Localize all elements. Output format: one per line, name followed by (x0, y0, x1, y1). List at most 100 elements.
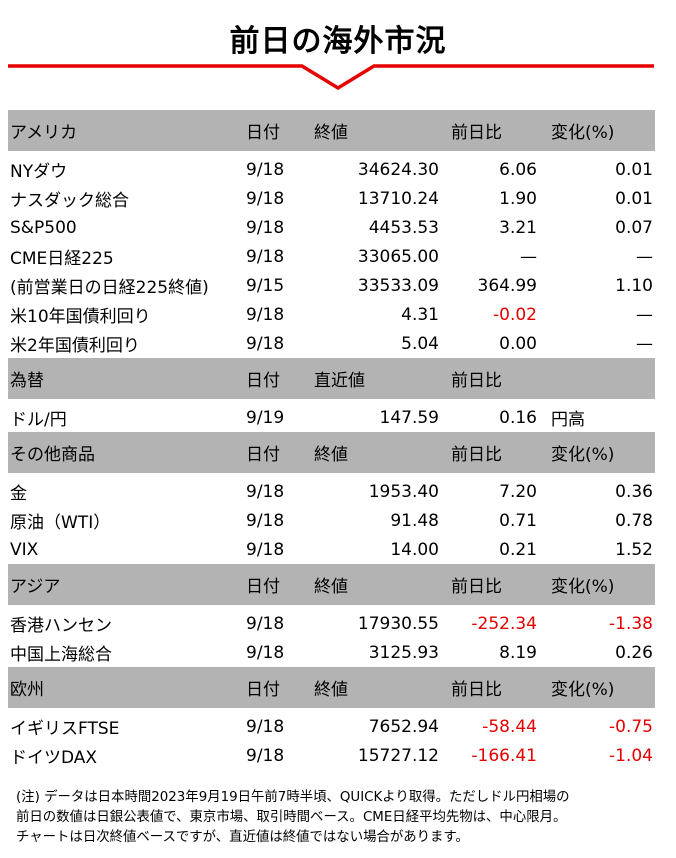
footnote: (注) データは日本時間2023年9月19日午前7時半頃、QUICKより取得。た… (16, 788, 666, 848)
cell-date: 9/19 (246, 407, 285, 428)
section-header: その他商品 日付 終値 前日比 変化(%) (8, 432, 655, 473)
cell-label: S&P500 (10, 217, 77, 238)
header-value: 終値 (308, 667, 447, 708)
cell-value: 5.04 (401, 333, 439, 354)
cell-change: 0.00 (499, 333, 537, 354)
cell-value: 91.48 (390, 510, 439, 531)
cell-label: 中国上海総合 (10, 645, 112, 665)
market-table: アメリカ 日付 終値 前日比 変化(%) NYダウ 9/18 34624.30 6.06 0.01… (8, 110, 655, 770)
cell-change-pct: 0.36 (615, 481, 653, 502)
header-label: アメリカ (8, 110, 246, 151)
cell-change-pct: 1.52 (615, 539, 653, 560)
table-row: 金 9/18 1953.40 7.20 0.36 (8, 473, 655, 506)
header-change-pct: 変化(%) (543, 432, 655, 473)
header-change: 前日比 (447, 110, 543, 151)
cell-change-pct: 0.78 (615, 510, 653, 531)
header-change: 前日比 (447, 358, 543, 399)
cell-label: (前営業日の日経225終値) (10, 278, 209, 298)
header-change-pct (543, 358, 655, 399)
table-row: NYダウ 9/18 34624.30 6.06 0.01 (8, 151, 655, 184)
title-underline (8, 64, 654, 91)
cell-date: 9/18 (246, 246, 285, 267)
cell-change: 8.19 (499, 642, 537, 663)
cell-date: 9/15 (246, 275, 285, 296)
header-date: 日付 (246, 564, 308, 605)
page-title: 前日の海外市況 (229, 24, 447, 59)
cell-change: -58.44 (482, 716, 537, 737)
header-change: 前日比 (447, 564, 543, 605)
table-row: 米10年国債利回り 9/18 4.31 -0.02 — (8, 300, 655, 329)
table-row: 米2年国債利回り 9/18 5.04 0.00 — (8, 329, 655, 358)
header-date: 日付 (246, 358, 308, 399)
header-label: 為替 (8, 358, 246, 399)
cell-label: 香港ハンセン (10, 616, 112, 636)
cell-change: -252.34 (471, 613, 537, 634)
cell-change-pct: -1.38 (609, 613, 653, 634)
table-row: ナスダック総合 9/18 13710.24 1.90 0.01 (8, 184, 655, 213)
footnote-line: 前日の数値は日銀公表値で、東京市場、取引時間ベース。CME日経平均先物は、中心限… (16, 810, 567, 825)
cell-date: 9/18 (246, 510, 285, 531)
cell-date: 9/18 (246, 159, 285, 180)
cell-date: 9/18 (246, 188, 285, 209)
header-date: 日付 (246, 667, 308, 708)
header-change: 前日比 (447, 432, 543, 473)
cell-label: NYダウ (10, 162, 68, 182)
cell-change-pct: 0.01 (615, 159, 653, 180)
table-row: (前営業日の日経225終値) 9/15 33533.09 364.99 1.10 (8, 271, 655, 300)
cell-change-pct: 0.01 (615, 188, 653, 209)
cell-change-pct: -1.04 (609, 745, 653, 766)
cell-value: 33533.09 (357, 275, 439, 296)
cell-date: 9/18 (246, 481, 285, 502)
cell-change: 3.21 (499, 217, 537, 238)
section-header: アメリカ 日付 終値 前日比 変化(%) (8, 110, 655, 151)
cell-change: — (520, 246, 537, 267)
header-date: 日付 (246, 432, 308, 473)
footnote-line: チャートは日次終値ベースですが、直近値は終値ではない場合があります。 (16, 830, 469, 845)
table-row: S&P500 9/18 4453.53 3.21 0.07 (8, 213, 655, 242)
table-row: ドイツDAX 9/18 15727.12 -166.41 -1.04 (8, 741, 655, 770)
table-row: イギリスFTSE 9/18 7652.94 -58.44 -0.75 (8, 708, 655, 741)
footnote-line: (注) データは日本時間2023年9月19日午前7時半頃、QUICKより取得。た… (16, 790, 570, 805)
cell-date: 9/18 (246, 716, 285, 737)
header-label: その他商品 (8, 432, 246, 473)
header-change-pct: 変化(%) (543, 667, 655, 708)
table-row: VIX 9/18 14.00 0.21 1.52 (8, 535, 655, 564)
cell-label: 米2年国債利回り (10, 336, 140, 356)
cell-label: 原油（WTI） (10, 513, 111, 533)
header-value: 終値 (308, 110, 447, 151)
table-row: 中国上海総合 9/18 3125.93 8.19 0.26 (8, 638, 655, 667)
cell-date: 9/18 (246, 539, 285, 560)
cell-date: 9/18 (246, 642, 285, 663)
table-row: CME日経225 9/18 33065.00 — — (8, 242, 655, 271)
header-change: 前日比 (447, 667, 543, 708)
cell-value: 147.59 (379, 407, 439, 428)
section-header: アジア 日付 終値 前日比 変化(%) (8, 564, 655, 605)
header-change-pct: 変化(%) (543, 110, 655, 151)
cell-value: 34624.30 (357, 159, 439, 180)
section-header: 為替 日付 直近値 前日比 (8, 358, 655, 399)
header-value: 終値 (308, 432, 447, 473)
cell-change-pct: -0.75 (609, 716, 653, 737)
cell-change: 1.90 (499, 188, 537, 209)
cell-value: 1953.40 (368, 481, 439, 502)
cell-label: 金 (10, 484, 27, 504)
cell-change: 364.99 (477, 275, 537, 296)
cell-date: 9/18 (246, 217, 285, 238)
table-row: 香港ハンセン 9/18 17930.55 -252.34 -1.38 (8, 605, 655, 638)
cell-value: 17930.55 (357, 613, 439, 634)
cell-label: CME日経225 (10, 249, 114, 269)
cell-change: 0.21 (499, 539, 537, 560)
cell-value: 4.31 (401, 304, 439, 325)
cell-change: -0.02 (493, 304, 537, 325)
cell-value: 13710.24 (357, 188, 439, 209)
cell-change: 0.71 (499, 510, 537, 531)
cell-change-pct: — (636, 304, 653, 325)
cell-value: 3125.93 (368, 642, 439, 663)
cell-change-pct: 1.10 (615, 275, 653, 296)
header-label: アジア (8, 564, 246, 605)
cell-label: ドル/円 (10, 410, 67, 430)
cell-label: ドイツDAX (10, 748, 98, 768)
cell-date: 9/18 (246, 613, 285, 634)
cell-value: 7652.94 (368, 716, 439, 737)
table-row: ドル/円 9/19 147.59 0.16 円高 (8, 399, 655, 432)
